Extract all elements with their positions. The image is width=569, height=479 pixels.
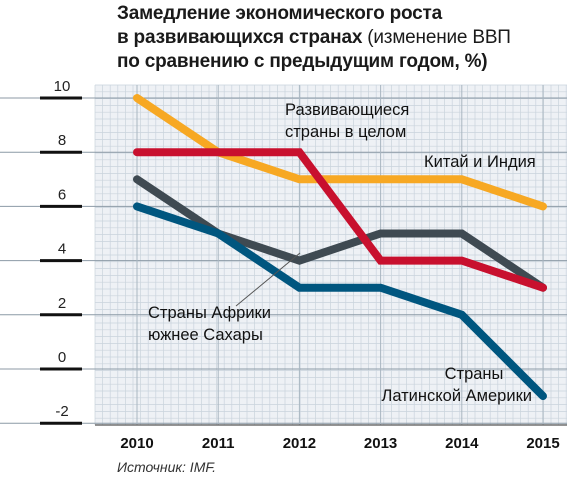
y-tick-label: 10 (54, 78, 71, 95)
series-labels: Развивающиеся страны в целом Китай и Индия… (148, 101, 536, 405)
title-line-3: по сравнению с предыдущим годом, %) (117, 51, 488, 72)
y-tick-label: -2 (55, 403, 68, 420)
title-line-2: в развивающихся странах (изменение ВВП (117, 26, 562, 50)
series-lines (133, 94, 547, 401)
y-tick-label: 4 (58, 241, 66, 258)
series-label: Китай и Индия (424, 153, 536, 171)
y-tick-label: 0 (58, 349, 66, 366)
series-label: Страны (445, 365, 504, 383)
x-tick-label: 2013 (364, 435, 397, 452)
series-line (133, 94, 547, 211)
chart-title: Замедление экономического роста в развив… (117, 2, 562, 74)
label-leader-line (235, 252, 301, 307)
x-tick-label: 2011 (202, 435, 235, 452)
y-tick-label: 2 (58, 295, 66, 312)
y-tick-label: 6 (58, 186, 66, 203)
series-label: Страны Африки (148, 304, 271, 322)
title-line-2-rest: (изменение ВВП (362, 27, 511, 48)
title-line-2-bold: в развивающихся странах (117, 27, 363, 48)
source-note: Источник: IMF. (117, 459, 216, 475)
series-line (133, 175, 547, 292)
x-tick-label: 2010 (120, 435, 153, 452)
axes: -2 0 2 4 6 8 10 2010 2011 2012 2013 2014 2015 (0, 78, 567, 452)
series-line (133, 202, 547, 401)
series-label: страны в целом (285, 123, 406, 141)
x-tick-label: 2012 (283, 435, 316, 452)
series-line (133, 148, 547, 292)
series-label: Развивающиеся (285, 101, 409, 119)
title-line-1: Замедление экономического роста (117, 3, 442, 24)
x-tick-label: 2014 (445, 435, 479, 452)
y-tick-label: 8 (58, 132, 66, 149)
series-label: Латинской Америки (381, 387, 532, 405)
x-tick-label: 2015 (526, 435, 559, 452)
series-label: южнее Сахары (148, 326, 263, 344)
